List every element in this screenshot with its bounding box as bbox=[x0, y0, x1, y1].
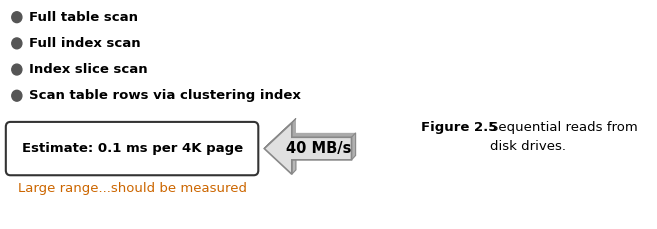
Polygon shape bbox=[264, 118, 296, 149]
Text: Index slice scan: Index slice scan bbox=[29, 63, 147, 76]
Polygon shape bbox=[292, 155, 296, 174]
FancyBboxPatch shape bbox=[6, 122, 258, 175]
Text: Full index scan: Full index scan bbox=[29, 37, 141, 50]
Circle shape bbox=[12, 38, 22, 49]
Text: Estimate: 0.1 ms per 4K page: Estimate: 0.1 ms per 4K page bbox=[22, 142, 242, 155]
Text: 40 MB/s: 40 MB/s bbox=[286, 141, 351, 156]
Text: Full table scan: Full table scan bbox=[29, 11, 138, 24]
Circle shape bbox=[12, 12, 22, 23]
Polygon shape bbox=[351, 133, 355, 160]
Polygon shape bbox=[269, 118, 355, 170]
Text: Figure 2.5: Figure 2.5 bbox=[421, 121, 497, 134]
Text: Large range...should be measured: Large range...should be measured bbox=[18, 182, 247, 195]
Polygon shape bbox=[264, 123, 351, 174]
Circle shape bbox=[12, 90, 22, 101]
Circle shape bbox=[12, 64, 22, 75]
Text: Scan table rows via clustering index: Scan table rows via clustering index bbox=[29, 89, 301, 102]
Text: Sequential reads from
disk drives.: Sequential reads from disk drives. bbox=[489, 121, 637, 153]
